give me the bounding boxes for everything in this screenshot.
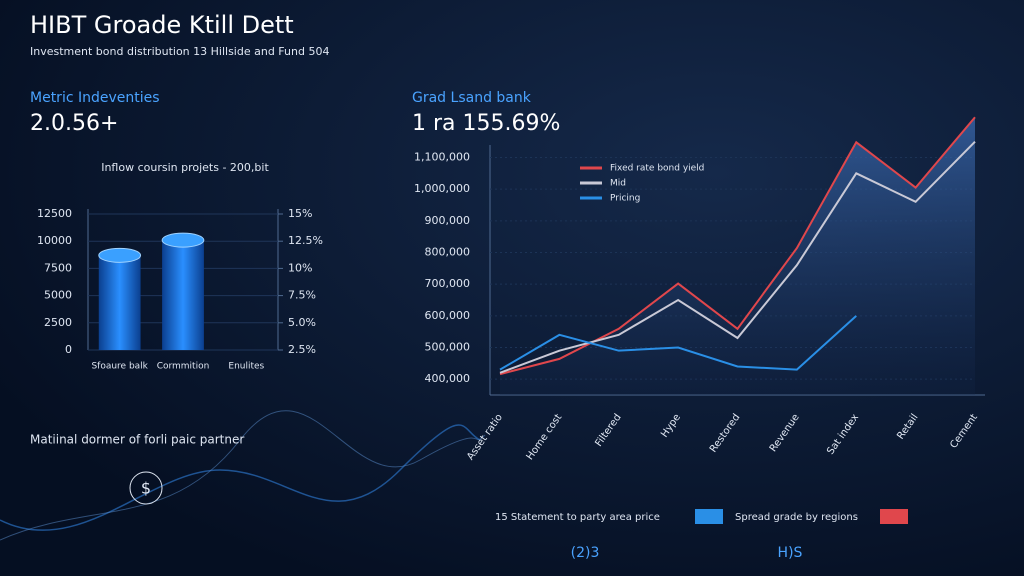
metric-label: Metric Indeventies xyxy=(30,90,160,106)
y-tick-label: 2500 xyxy=(44,316,72,329)
line xyxy=(499,140,976,374)
x-tick-label: Cormmition xyxy=(157,362,210,372)
y2-tick-label: 12.5% xyxy=(288,234,323,247)
bar-chart-title: Inflow coursin projets - 200,bit xyxy=(101,161,269,174)
caption: Matiinal dormer of forli paic partner xyxy=(30,433,244,447)
y-tick-label: 1,000,000 xyxy=(414,182,470,195)
y-tick-label: 0 xyxy=(65,343,72,356)
y-tick-label: 600,000 xyxy=(425,309,471,322)
y2-tick-label: 2.5% xyxy=(288,343,316,356)
y2-tick-label: 10% xyxy=(288,261,312,274)
bar-cap xyxy=(98,247,142,263)
legend-text: 15 Statement to party area price xyxy=(495,512,660,523)
y2-tick-label: 15% xyxy=(288,207,312,220)
y-tick-label: 10000 xyxy=(37,234,72,247)
decor-wave xyxy=(0,424,481,531)
legend-text: Spread grade by regions xyxy=(735,512,858,523)
metric-label: Grad Lsand bank xyxy=(412,90,532,106)
legend-label: Mid xyxy=(610,179,626,189)
dollar-icon xyxy=(129,471,163,505)
title: HIBT Groade Ktill Dett xyxy=(30,11,294,39)
bar xyxy=(162,240,204,350)
y-tick-label: 400,000 xyxy=(425,372,471,385)
bar-cap xyxy=(161,232,205,248)
badge: (2)3 xyxy=(571,545,600,561)
area xyxy=(500,117,975,396)
legend-label: Pricing xyxy=(610,194,640,204)
y-tick-label: 500,000 xyxy=(425,341,471,354)
y2-tick-label: 7.5% xyxy=(288,289,316,302)
legend-swatch xyxy=(880,509,908,524)
metric-value: 1 ra 155.69% xyxy=(412,111,560,136)
y-tick-label: 12500 xyxy=(37,207,72,220)
legend-label: Fixed rate bond yield xyxy=(610,164,704,174)
metric-value: 2.0.56+ xyxy=(30,111,118,136)
subtitle: Investment bond distribution 13 Hillside… xyxy=(30,45,329,58)
legend-swatch xyxy=(695,509,723,524)
bar xyxy=(98,255,141,350)
y-tick-label: 800,000 xyxy=(425,246,471,259)
y-tick-label: 7500 xyxy=(44,261,72,274)
y-tick-label: 700,000 xyxy=(425,277,471,290)
y-tick-label: 5000 xyxy=(44,289,72,302)
y-tick-label: 1,100,000 xyxy=(414,151,470,164)
x-tick-label: Enulites xyxy=(228,362,264,372)
line xyxy=(499,315,857,371)
y-tick-label: 900,000 xyxy=(425,214,471,227)
y2-tick-label: 5.0% xyxy=(288,316,316,329)
x-tick-label: Sfoaure balk xyxy=(91,362,148,372)
badge: H)S xyxy=(778,545,803,561)
decor-wave xyxy=(0,410,486,541)
dollar-sign: $ xyxy=(141,479,151,498)
line xyxy=(499,116,976,376)
